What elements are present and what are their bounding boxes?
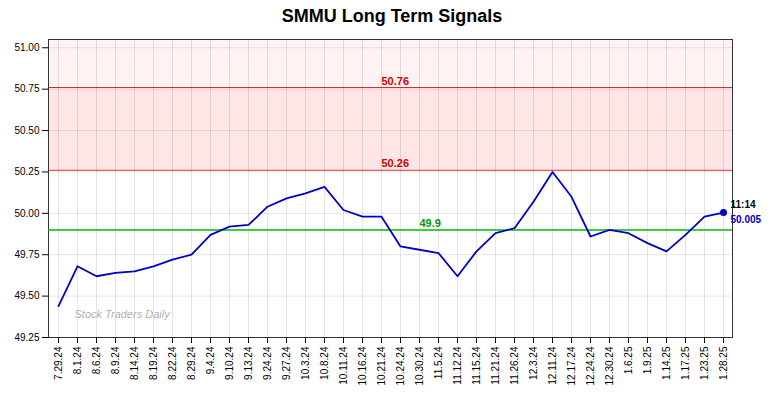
svg-text:50.50: 50.50 [14, 125, 39, 136]
svg-text:10.16.24: 10.16.24 [357, 346, 368, 385]
svg-text:10.30.24: 10.30.24 [414, 346, 425, 385]
html-text:SMMU Long Term Signals: SMMU Long Term Signals [281, 6, 503, 26]
svg-text:10.3.24: 10.3.24 [300, 346, 311, 380]
svg-text:50.75: 50.75 [14, 83, 39, 94]
svg-text:11.15.24: 11.15.24 [471, 346, 482, 385]
svg-text:50.005: 50.005 [731, 214, 762, 225]
svg-text:49.75: 49.75 [14, 249, 39, 260]
svg-text:50.00: 50.00 [14, 208, 39, 219]
svg-text:10.11.24: 10.11.24 [338, 346, 349, 385]
svg-text:12.30.24: 12.30.24 [604, 346, 615, 385]
svg-text:8.19.24: 8.19.24 [148, 346, 159, 380]
svg-text:1.23.25: 1.23.25 [699, 346, 710, 380]
svg-text:49.50: 49.50 [14, 290, 39, 301]
svg-text:9.10.24: 9.10.24 [224, 346, 235, 380]
svg-text:49.9: 49.9 [420, 217, 441, 229]
svg-text:50.26: 50.26 [382, 157, 410, 169]
svg-text:9.13.24: 9.13.24 [243, 346, 254, 380]
svg-text:7.29.24: 7.29.24 [53, 346, 64, 380]
svg-text:11:14: 11:14 [731, 199, 756, 210]
svg-text:9.4.24: 9.4.24 [205, 346, 216, 374]
svg-text:1.28.25: 1.28.25 [718, 346, 729, 380]
svg-text:11.21.24: 11.21.24 [490, 346, 501, 385]
svg-text:49.25: 49.25 [14, 332, 39, 343]
svg-text:11.5.24: 11.5.24 [433, 346, 444, 379]
svg-text:Stock Traders Daily: Stock Traders Daily [75, 308, 172, 320]
svg-text:50.76: 50.76 [382, 75, 410, 87]
svg-text:11.26.24: 11.26.24 [509, 346, 520, 385]
svg-text:12.3.24: 12.3.24 [528, 346, 539, 380]
svg-text:12.17.24: 12.17.24 [566, 346, 577, 385]
svg-text:1.14.25: 1.14.25 [661, 346, 672, 380]
svg-text:8.9.24: 8.9.24 [110, 346, 121, 374]
svg-text:8.1.24: 8.1.24 [72, 346, 83, 374]
svg-text:9.27.24: 9.27.24 [281, 346, 292, 380]
svg-text:50.25: 50.25 [14, 166, 39, 177]
svg-text:10.24.24: 10.24.24 [395, 346, 406, 385]
svg-text:1.17.25: 1.17.25 [680, 346, 691, 380]
svg-text:8.22.24: 8.22.24 [167, 346, 178, 380]
svg-text:1.6.25: 1.6.25 [623, 346, 634, 374]
svg-text:12.24.24: 12.24.24 [585, 346, 596, 385]
svg-text:8.14.24: 8.14.24 [129, 346, 140, 380]
svg-text:1.9.25: 1.9.25 [642, 346, 653, 374]
svg-text:10.21.24: 10.21.24 [376, 346, 387, 385]
svg-text:10.8.24: 10.8.24 [319, 346, 330, 380]
svg-text:12.11.24: 12.11.24 [547, 346, 558, 385]
svg-text:51.00: 51.00 [14, 42, 39, 53]
svg-text:8.29.24: 8.29.24 [186, 346, 197, 380]
svg-text:8.6.24: 8.6.24 [91, 346, 102, 374]
svg-text:9.24.24: 9.24.24 [262, 346, 273, 380]
svg-text:11.12.24: 11.12.24 [452, 346, 463, 385]
